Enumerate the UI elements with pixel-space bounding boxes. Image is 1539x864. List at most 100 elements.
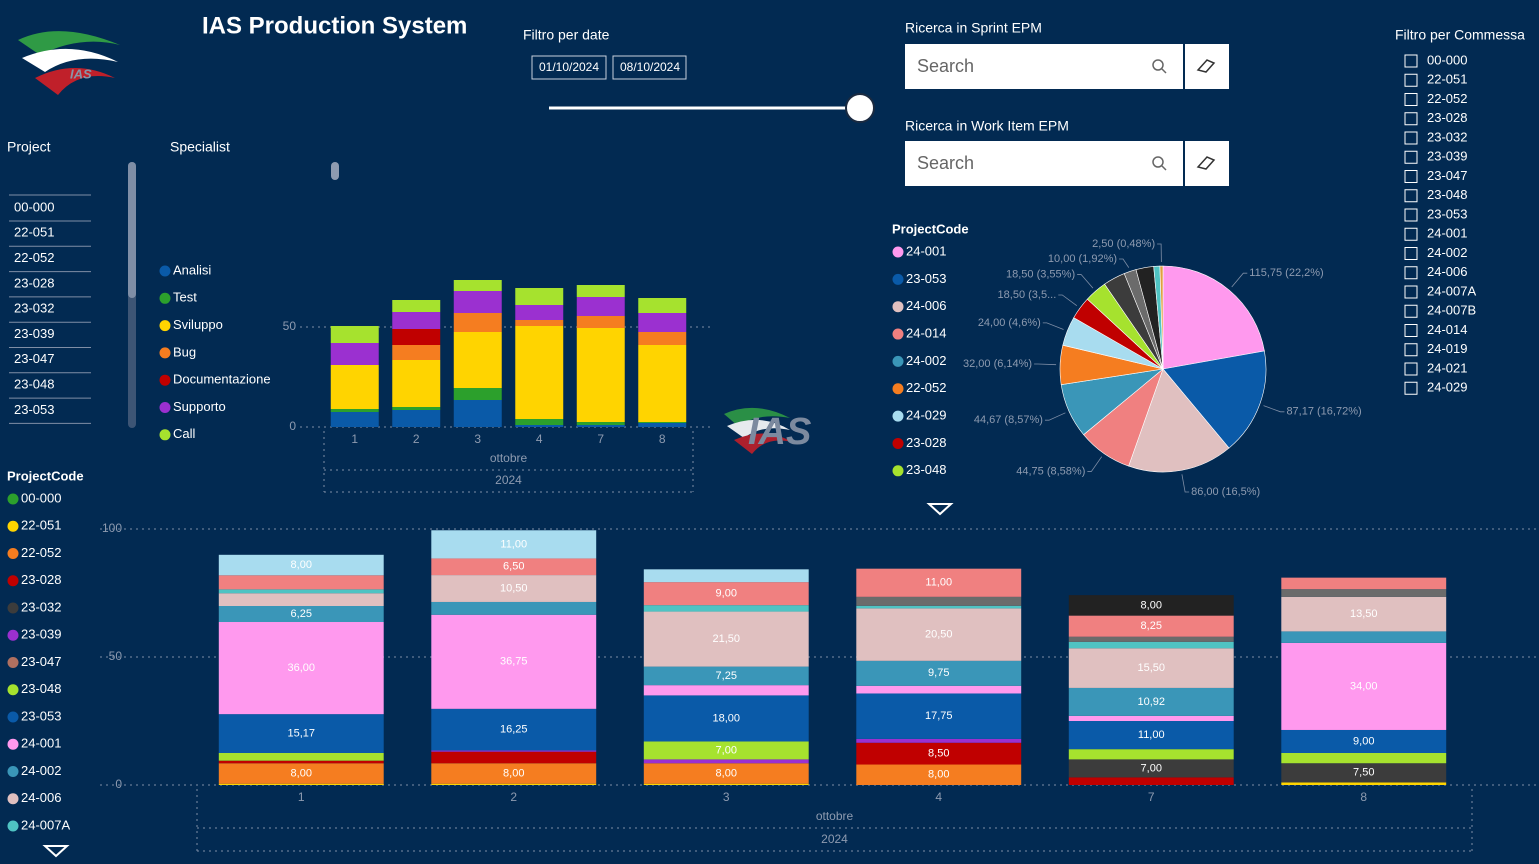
checkbox-label[interactable]: 24-001 <box>1427 226 1467 241</box>
checkbox-label[interactable]: 23-047 <box>1427 168 1467 183</box>
legend-label[interactable]: 22-052 <box>906 380 946 395</box>
legend-label[interactable]: 24-001 <box>906 243 946 258</box>
checkbox-label[interactable]: 24-019 <box>1427 341 1467 356</box>
checkbox-label[interactable]: 24-007A <box>1427 283 1476 298</box>
checkbox[interactable] <box>1404 285 1418 299</box>
checkbox-label[interactable]: 23-032 <box>1427 129 1467 144</box>
checkbox[interactable] <box>1404 150 1418 164</box>
slicer-item[interactable]: 22-051 <box>14 225 54 240</box>
date-start-box[interactable] <box>531 55 607 80</box>
clear-sprint-button[interactable] <box>1185 44 1229 89</box>
checkbox[interactable] <box>1404 131 1418 145</box>
legend-label[interactable]: 23-032 <box>21 599 61 614</box>
legend-label[interactable]: 24-006 <box>21 790 61 805</box>
slicer-item[interactable]: 23-048 <box>14 377 54 392</box>
checkbox[interactable] <box>1404 170 1418 183</box>
checkbox[interactable] <box>1404 381 1418 395</box>
data-label: 87,17 (16,72%) <box>1286 406 1361 418</box>
checkbox-label[interactable]: 24-021 <box>1427 360 1467 375</box>
legend-label[interactable]: 00-000 <box>21 490 61 505</box>
bar-segment <box>856 608 1022 661</box>
legend-label[interactable]: 23-047 <box>21 654 61 669</box>
legend-label[interactable]: 24-014 <box>906 325 946 340</box>
legend-label[interactable]: 23-028 <box>906 435 946 450</box>
checkbox-label[interactable]: 23-053 <box>1427 206 1467 221</box>
legend-label[interactable]: Documentazione <box>173 372 271 387</box>
scroll-handle[interactable] <box>331 162 339 180</box>
legend-label[interactable]: 23-039 <box>21 627 61 642</box>
checkbox[interactable] <box>1404 112 1418 126</box>
checkbox[interactable] <box>1404 189 1418 203</box>
slicer-item[interactable]: 23-032 <box>14 301 54 316</box>
checkbox-label[interactable]: 24-014 <box>1427 322 1467 337</box>
slider-handle[interactable] <box>845 93 875 123</box>
bar-segment <box>453 291 502 313</box>
legend-label[interactable]: 24-029 <box>906 408 946 423</box>
checkbox-label[interactable]: 24-002 <box>1427 245 1467 260</box>
legend-label[interactable]: Supporto <box>173 399 226 414</box>
search-work-item-box[interactable] <box>905 141 1183 186</box>
legend-label[interactable]: 23-053 <box>21 708 61 723</box>
legend-marker <box>159 265 171 277</box>
checkbox-label[interactable]: 23-028 <box>1427 110 1467 125</box>
legend-label[interactable]: 22-052 <box>21 545 61 560</box>
checkbox[interactable] <box>1404 266 1418 280</box>
checkbox-label[interactable]: 24-007B <box>1427 303 1476 318</box>
slicer-item[interactable]: 22-052 <box>14 250 54 265</box>
slicer-item[interactable]: 23-053 <box>14 402 54 417</box>
checkbox[interactable] <box>1404 324 1418 337</box>
legend-label[interactable]: 24-001 <box>21 736 61 751</box>
checkbox[interactable] <box>1404 227 1418 241</box>
checkbox-label[interactable]: 23-048 <box>1427 187 1467 202</box>
data-label: 6,50 <box>503 561 524 573</box>
checkbox-label[interactable]: 23-039 <box>1427 149 1467 164</box>
bar-segment <box>643 582 809 606</box>
legend-label[interactable]: Bug <box>173 344 196 359</box>
date-end-box[interactable] <box>612 55 687 80</box>
bar-segment <box>392 300 441 312</box>
checkbox[interactable] <box>1404 304 1418 318</box>
scrollbar-thumb[interactable] <box>128 162 136 298</box>
legend-label[interactable]: 23-048 <box>21 681 61 696</box>
checkbox[interactable] <box>1404 73 1418 87</box>
checkbox[interactable] <box>1404 208 1418 222</box>
checkbox[interactable] <box>1404 362 1418 376</box>
checkbox[interactable] <box>1404 343 1418 357</box>
legend-more-arrow[interactable] <box>926 503 954 516</box>
checkbox[interactable] <box>1404 54 1418 68</box>
checkbox-label[interactable]: 00-000 <box>1427 52 1467 67</box>
date-end[interactable]: 08/10/2024 <box>620 60 680 74</box>
legend-label[interactable]: 24-002 <box>21 763 61 778</box>
legend-label[interactable]: 23-028 <box>21 572 61 587</box>
legend-label[interactable]: Call <box>173 426 196 441</box>
legend-label[interactable]: 24-006 <box>906 298 946 313</box>
search-sprint-placeholder[interactable]: Search <box>917 56 974 76</box>
checkbox[interactable] <box>1404 247 1418 260</box>
search-work-item-placeholder[interactable]: Search <box>917 153 974 173</box>
slicer-item[interactable]: 23-028 <box>14 275 54 290</box>
checkbox-label[interactable]: 22-051 <box>1427 72 1467 87</box>
legend-label[interactable]: 24-007A <box>21 817 70 832</box>
checkbox-label[interactable]: 24-029 <box>1427 380 1467 395</box>
legend-label[interactable]: 23-053 <box>906 271 946 286</box>
checkbox-label[interactable]: 22-052 <box>1427 91 1467 106</box>
bar-segment <box>392 345 441 360</box>
slicer-item[interactable]: 23-047 <box>14 351 54 366</box>
search-sprint-box[interactable] <box>905 44 1183 89</box>
clear-work-item-button[interactable] <box>1185 141 1229 186</box>
eraser-icon <box>1196 156 1216 170</box>
date-start[interactable]: 01/10/2024 <box>539 60 599 74</box>
slicer-item[interactable]: 00-000 <box>14 199 54 214</box>
slicer-item[interactable]: 23-039 <box>14 326 54 341</box>
checkbox-label[interactable]: 24-006 <box>1427 264 1467 279</box>
legend-label[interactable]: 23-048 <box>906 462 946 477</box>
legend-label[interactable]: 22-051 <box>21 518 61 533</box>
legend-more-arrow[interactable] <box>42 845 70 858</box>
legend-label[interactable]: Sviluppo <box>173 317 223 332</box>
legend-label[interactable]: Test <box>173 290 197 305</box>
checkbox[interactable] <box>1404 93 1418 106</box>
legend-label[interactable]: Analisi <box>173 262 211 277</box>
legend-label[interactable]: 24-002 <box>906 353 946 368</box>
bar-segment <box>856 605 1022 609</box>
bar-segment <box>218 593 384 607</box>
